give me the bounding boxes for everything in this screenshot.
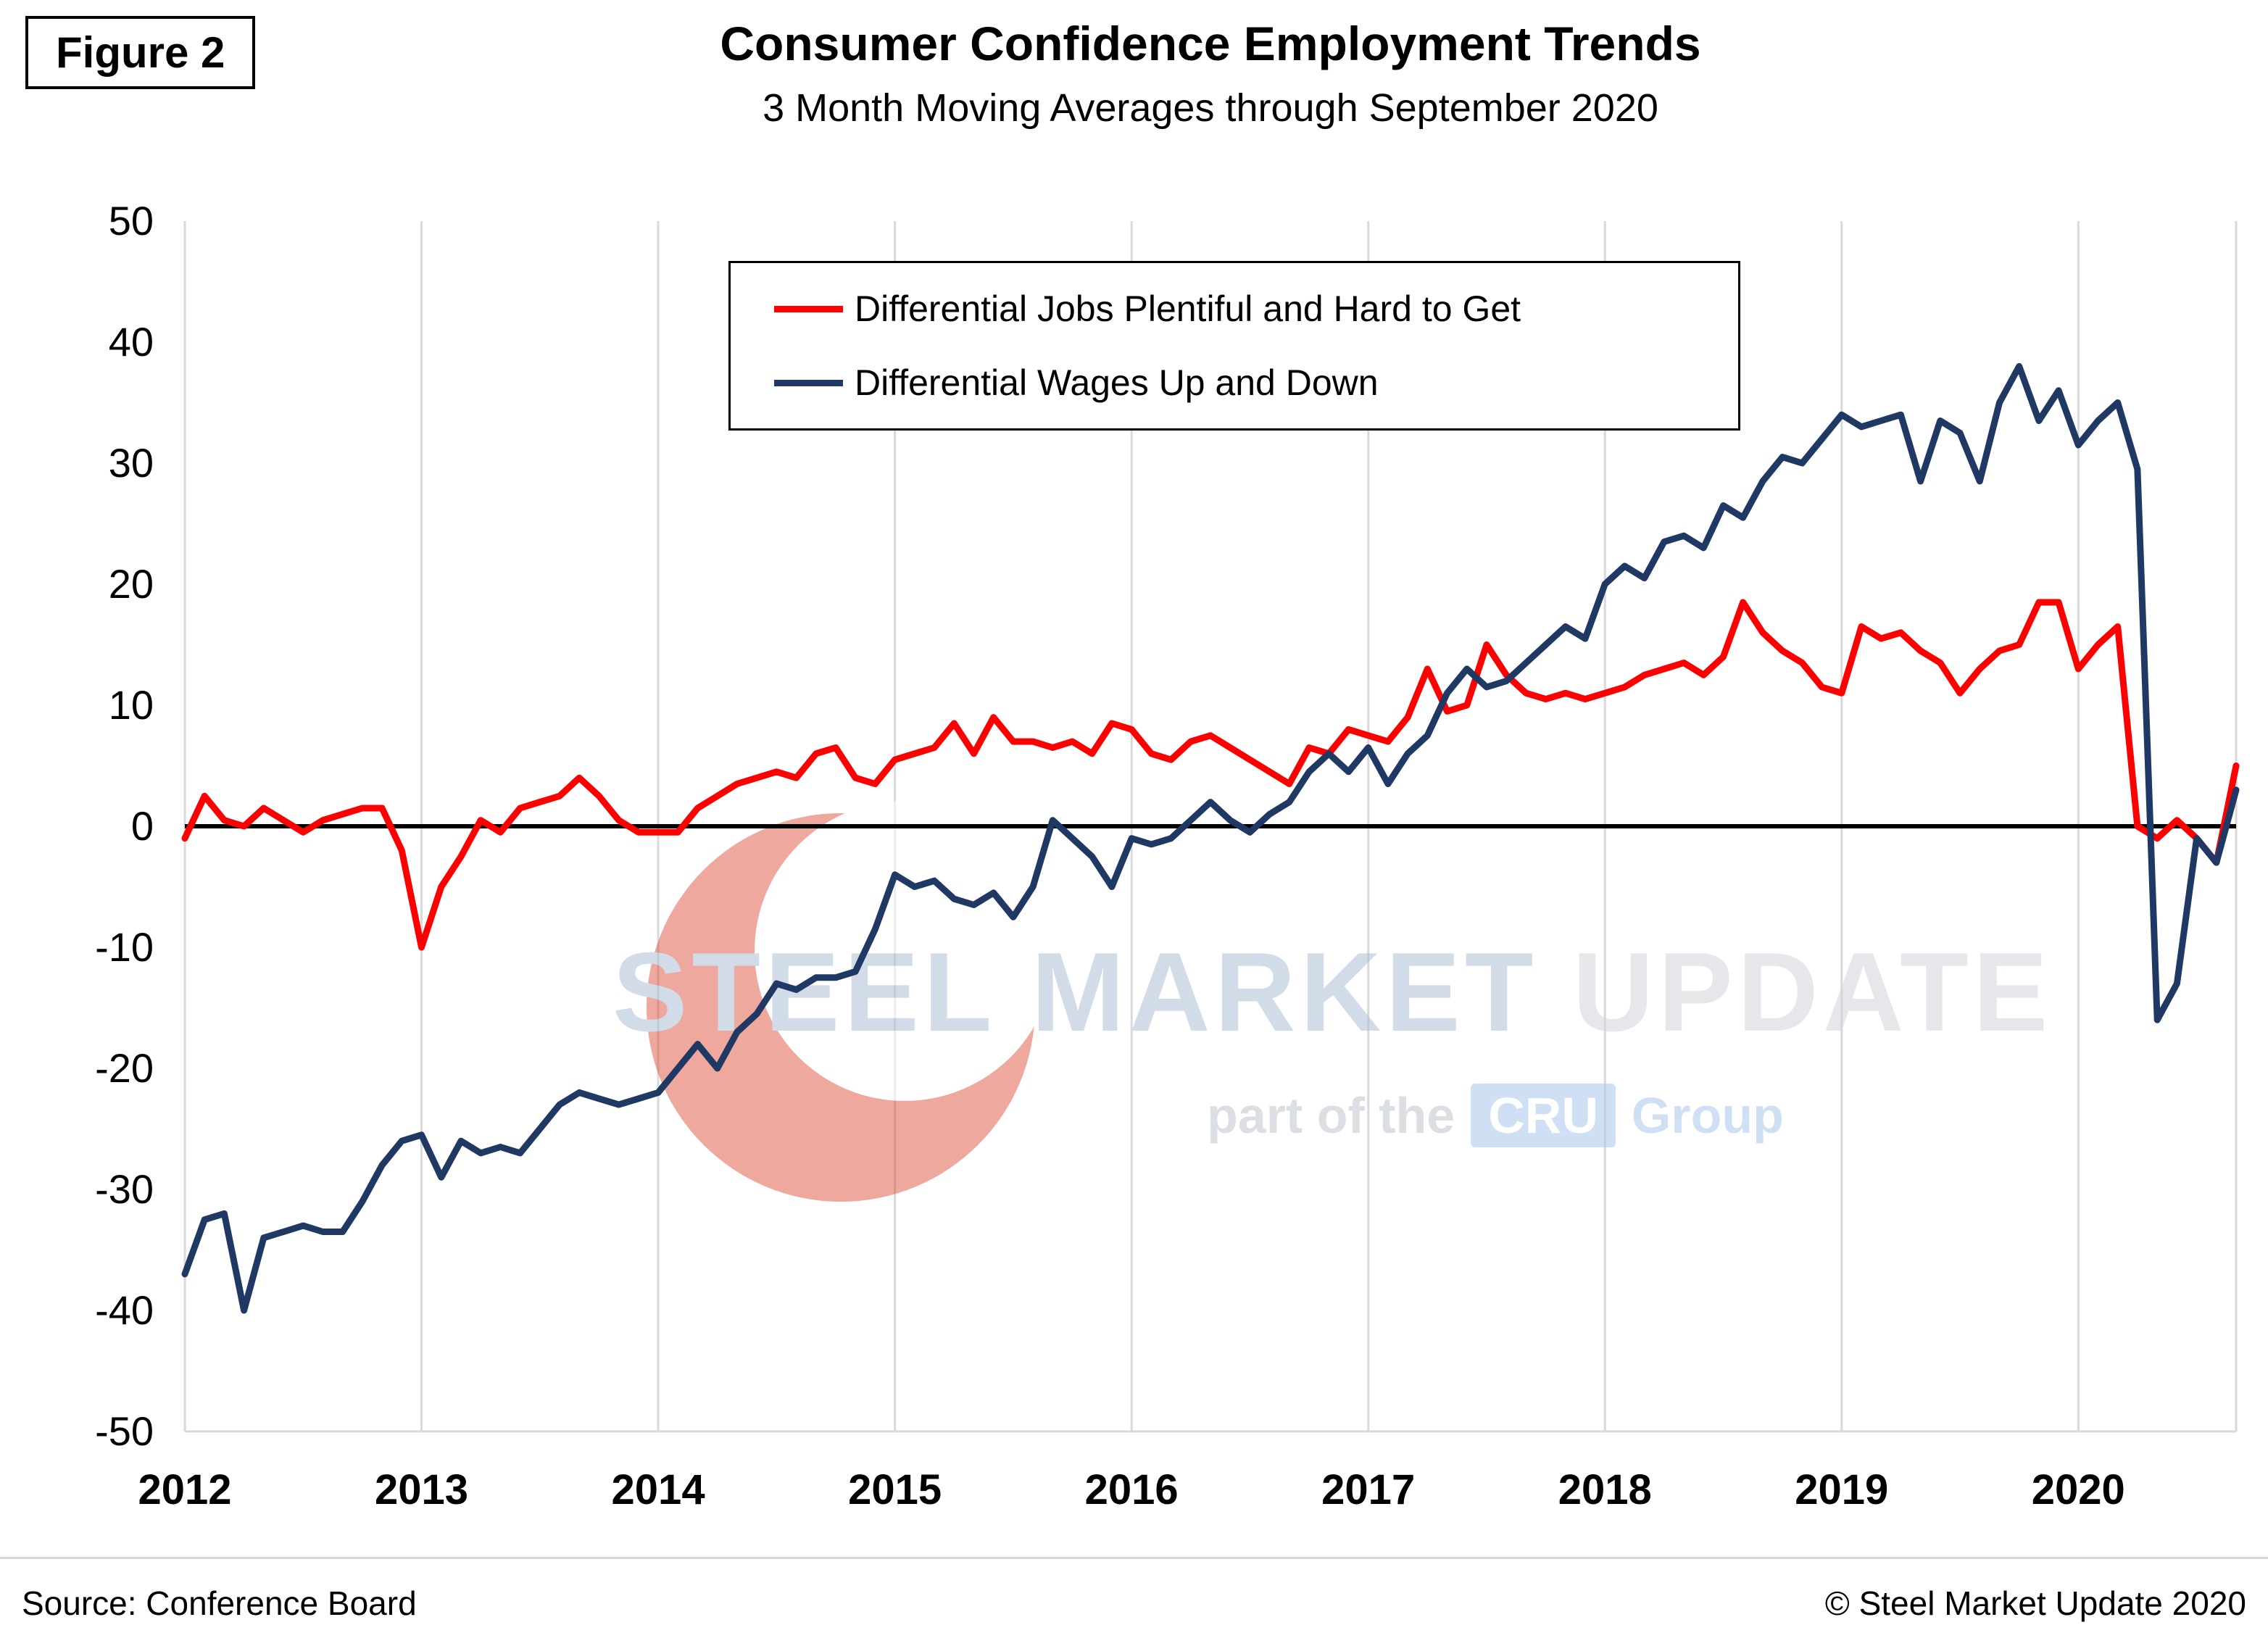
chart-legend: Differential Jobs Plentiful and Hard to … xyxy=(728,261,1740,431)
chart-title: Consumer Confidence Employment Trends xyxy=(720,17,1701,70)
y-axis-tick-label: 0 xyxy=(131,803,154,849)
chart-subtitle: 3 Month Moving Averages through Septembe… xyxy=(763,86,1658,130)
legend-swatch-red-line-icon xyxy=(774,305,843,312)
y-axis-tick-label: -40 xyxy=(95,1287,154,1333)
x-axis-tick-label: 2016 xyxy=(1085,1466,1179,1513)
x-axis-tick-label: 2018 xyxy=(1558,1466,1652,1513)
x-axis-tick-label: 2012 xyxy=(138,1466,231,1513)
y-axis-tick-label: 40 xyxy=(109,319,154,365)
y-axis-tick-label: -50 xyxy=(95,1408,154,1454)
y-axis-tick-label: -20 xyxy=(95,1045,154,1091)
legend-item-jobs: Differential Jobs Plentiful and Hard to … xyxy=(774,288,1738,330)
series-line-1 xyxy=(181,362,2240,1314)
x-axis-tick-label: 2014 xyxy=(612,1466,705,1513)
x-axis-tick-label: 2020 xyxy=(2032,1466,2125,1513)
y-axis-tick-label: -10 xyxy=(95,924,154,970)
y-axis-tick-label: 30 xyxy=(109,440,154,486)
x-axis-tick-label: 2013 xyxy=(375,1466,468,1513)
x-axis-tick-label: 2017 xyxy=(1321,1466,1415,1513)
y-axis-tick-label: 20 xyxy=(109,561,154,607)
x-axis-tick-label: 2019 xyxy=(1795,1466,1888,1513)
footer-copyright: © Steel Market Update 2020 xyxy=(1824,1584,2246,1622)
y-axis-tick-label: 10 xyxy=(109,682,154,728)
legend-swatch-navy-line-icon xyxy=(774,379,843,386)
y-axis-tick-label: 50 xyxy=(109,198,154,244)
footer-source: Source: Conference Board xyxy=(22,1584,417,1622)
y-axis-tick-label: -30 xyxy=(95,1166,154,1212)
x-axis-tick-label: 2015 xyxy=(848,1466,942,1513)
figure-label: Figure 2 xyxy=(25,16,256,89)
footer-divider xyxy=(0,1557,2268,1559)
legend-label: Differential Jobs Plentiful and Hard to … xyxy=(855,288,1521,329)
legend-item-wages: Differential Wages Up and Down xyxy=(774,362,1738,404)
series-line-0 xyxy=(181,599,2240,951)
legend-label: Differential Wages Up and Down xyxy=(855,362,1379,403)
